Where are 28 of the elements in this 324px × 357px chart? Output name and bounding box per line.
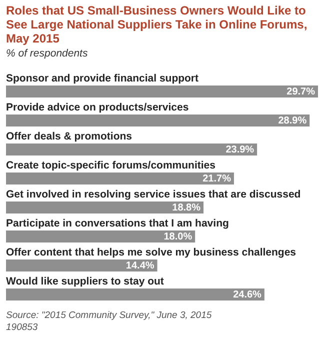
chart-title: Roles that US Small-Business Owners Would Like to See Large National Suppliers Take in Online Forums, May 2015	[6, 4, 308, 46]
bar	[6, 202, 204, 214]
data-label: 18.8%	[172, 202, 201, 214]
data-label: 28.9%	[278, 116, 307, 126]
y-tick-label: Offer content that helps me solve my business challenges	[6, 246, 296, 258]
bar	[6, 86, 318, 98]
data-label: 24.6%	[233, 290, 262, 300]
y-tick-label: Participate in conversations that I am having	[6, 218, 229, 230]
bar	[6, 260, 158, 272]
chart-subtitle: % of respondents	[6, 48, 88, 60]
bar	[6, 288, 264, 300]
bar	[6, 144, 258, 156]
data-label: 23.9%	[226, 144, 254, 156]
y-tick-label: Provide advice on products/services	[6, 102, 189, 114]
y-tick-label: Create topic-specific forums/communities	[6, 160, 216, 172]
bar	[6, 172, 234, 184]
y-tick-label: Sponsor and provide financial support	[6, 72, 200, 84]
bar	[6, 230, 196, 242]
source-note: Source: "2015 Community Survey," June 3, 2015	[6, 310, 212, 321]
data-label: 21.7%	[202, 174, 232, 184]
data-label: 29.7%	[286, 86, 316, 98]
data-label: 18.0%	[164, 232, 192, 242]
data-label: 14.4%	[126, 260, 154, 272]
bar	[6, 114, 310, 126]
y-tick-label: Would like suppliers to stay out	[6, 276, 164, 288]
y-tick-label: Offer deals & promotions	[6, 130, 132, 142]
text: 190853	[6, 322, 38, 333]
y-tick-label: Get involved in resolving service issues that are discussed	[6, 188, 301, 200]
